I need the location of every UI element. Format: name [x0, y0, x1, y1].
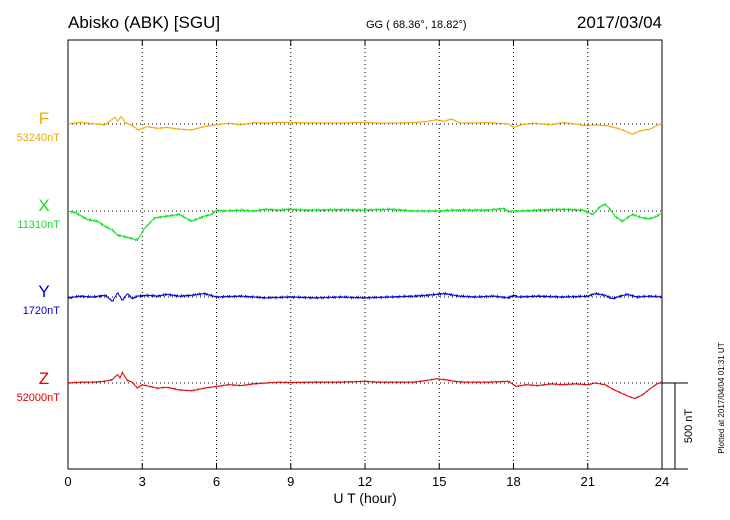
series-name-x: X	[38, 196, 49, 215]
grid	[141, 40, 589, 469]
x-tick-label: 6	[213, 474, 220, 489]
scale-bar-label: 500 nT	[683, 409, 695, 444]
x-axis-label: U T (hour)	[333, 490, 396, 506]
date-label: 2017/03/04	[577, 13, 662, 32]
x-tick-label: 0	[64, 474, 71, 489]
x-tick-label: 24	[655, 474, 669, 489]
series-baseline-f: 53240nT	[17, 132, 61, 144]
series-line-y	[68, 291, 663, 302]
x-tick-label: 3	[139, 474, 146, 489]
x-tick-label: 15	[432, 474, 446, 489]
series-line-x	[67, 202, 663, 242]
series-line-z	[67, 370, 663, 400]
x-tick-label: 9	[287, 474, 294, 489]
plotted-timestamp: Plotted at 2017/04/04 01:31 UT	[717, 342, 726, 453]
series-baseline-y: 1720nT	[23, 305, 61, 317]
x-axis: 0 3 6 9 12 15 18 21 24	[64, 40, 669, 489]
series-baseline-z: 52000nT	[17, 392, 61, 404]
series-layer	[67, 115, 663, 400]
series-line-f	[67, 115, 663, 135]
series-name-f: F	[39, 109, 49, 128]
series-labels: F 53240nT X 11310nT Y 1720nT Z 52000nT	[17, 109, 61, 404]
series-name-y: Y	[38, 282, 49, 301]
station-title: Abisko (ABK) [SGU]	[68, 13, 220, 32]
scale-bar: 500 nT	[662, 382, 695, 470]
series-baseline-x: 11310nT	[17, 219, 60, 231]
x-tick-label: 12	[358, 474, 372, 489]
coordinates-label: GG ( 68.36°, 18.82°)	[366, 19, 467, 31]
series-name-z: Z	[39, 369, 49, 388]
x-tick-label: 18	[506, 474, 520, 489]
x-tick-label: 21	[581, 474, 595, 489]
